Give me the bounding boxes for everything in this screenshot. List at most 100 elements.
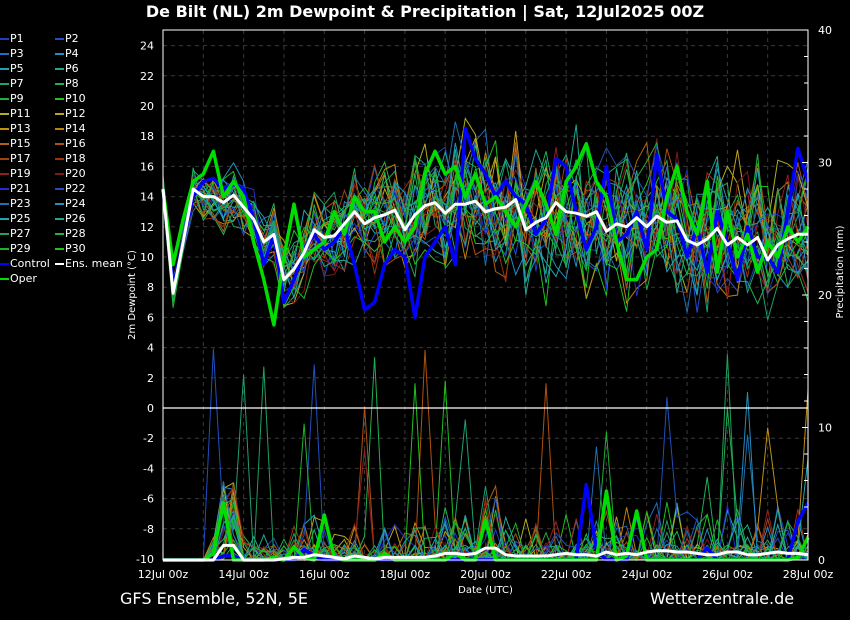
- legend-swatch: [0, 278, 9, 280]
- x-tick-label: 12Jul 00z: [138, 568, 189, 581]
- legend-label: P28: [65, 227, 86, 240]
- y-tick-label: 4: [147, 342, 154, 355]
- legend-swatch: [55, 263, 64, 265]
- legend-label: P19: [10, 167, 31, 180]
- legend-label: P24: [65, 197, 86, 210]
- x-tick-label: 22Jul 00z: [541, 568, 592, 581]
- legend-label: P8: [65, 77, 79, 90]
- legend-label: P17: [10, 152, 31, 165]
- legend-label: P9: [10, 92, 24, 105]
- legend-item: P5: [0, 62, 24, 76]
- x-tick-label: 14Jul 00z: [218, 568, 269, 581]
- y-tick-label: 22: [140, 70, 154, 83]
- x-tick-label: 20Jul 00z: [460, 568, 511, 581]
- legend-item: P9: [0, 92, 24, 106]
- legend-swatch: [0, 263, 9, 265]
- legend-swatch: [55, 173, 64, 175]
- member-dewpoint-line: [162, 121, 809, 313]
- legend-swatch: [0, 188, 9, 190]
- x-tick-label: 26Jul 00z: [702, 568, 753, 581]
- x-tick-label: 16Jul 00z: [299, 568, 350, 581]
- legend-swatch: [55, 98, 64, 100]
- legend-label: P7: [10, 77, 24, 90]
- y-tick-label: -2: [143, 432, 154, 445]
- legend-label: P27: [10, 227, 31, 240]
- y-tick-label: 14: [140, 191, 154, 204]
- legend-label: P5: [10, 62, 24, 75]
- footer-brand: Wetterzentrale.de: [650, 589, 795, 608]
- y-tick-label: 16: [140, 160, 154, 173]
- legend-label: P13: [10, 122, 31, 135]
- y-tick-label: -8: [143, 523, 154, 536]
- legend-swatch: [0, 218, 9, 220]
- legend-swatch: [55, 218, 64, 220]
- y2-tick-label: 10: [818, 422, 832, 435]
- y2-tick-label: 30: [818, 157, 832, 170]
- legend-item: P10: [55, 92, 86, 106]
- member-dewpoint-line: [162, 151, 809, 290]
- y-tick-label: -6: [143, 493, 154, 506]
- member-precip-line: [163, 348, 809, 561]
- legend-label: Oper: [10, 272, 37, 285]
- legend-item: P23: [0, 197, 31, 211]
- y2-tick-label: 40: [818, 24, 832, 37]
- y-tick-label: 2: [147, 372, 154, 385]
- y-tick-label: 0: [147, 402, 154, 415]
- legend-label: P25: [10, 212, 31, 225]
- legend-item: P17: [0, 152, 31, 166]
- y-tick-label: 18: [140, 130, 154, 143]
- legend-swatch: [55, 53, 64, 55]
- legend-swatch: [55, 158, 64, 160]
- legend-item: Control: [0, 257, 50, 271]
- legend-swatch: [55, 83, 64, 85]
- y-tick-label: 8: [147, 281, 154, 294]
- y-tick-label: 12: [140, 221, 154, 234]
- ens-mean-dewpoint-line: [161, 187, 808, 295]
- legend-item: P4: [55, 47, 79, 61]
- legend-label: P23: [10, 197, 31, 210]
- legend-item: P11: [0, 107, 31, 121]
- legend-item: P16: [55, 137, 86, 151]
- legend-label: P20: [65, 167, 86, 180]
- legend-swatch: [0, 233, 9, 235]
- x-tick-label: 28Jul 00z: [783, 568, 834, 581]
- legend-swatch: [0, 98, 9, 100]
- x-axis-label: Date (UTC): [458, 585, 513, 596]
- y-axis-label: 2m Dewpoint (°C): [127, 250, 138, 340]
- legend-label: P11: [10, 107, 31, 120]
- footer-source: GFS Ensemble, 52N, 5E: [120, 589, 308, 608]
- legend-label: P21: [10, 182, 31, 195]
- legend-swatch: [0, 143, 9, 145]
- legend-item: P19: [0, 167, 31, 181]
- legend-item: Ens. mean: [55, 257, 123, 271]
- legend-swatch: [0, 83, 9, 85]
- legend-label: P3: [10, 47, 24, 60]
- member-dewpoint-line: [162, 147, 809, 289]
- legend-item: P20: [55, 167, 86, 181]
- legend-item: P30: [55, 242, 86, 256]
- legend-label: P16: [65, 137, 86, 150]
- legend-swatch: [55, 128, 64, 130]
- legend-label: P14: [65, 122, 86, 135]
- legend-swatch: [55, 233, 64, 235]
- x-tick-label: 18Jul 00z: [380, 568, 431, 581]
- legend-item: P1: [0, 32, 24, 46]
- legend-label: P26: [65, 212, 86, 225]
- legend-item: P8: [55, 77, 79, 91]
- legend-label: P10: [65, 92, 86, 105]
- legend-item: P28: [55, 227, 86, 241]
- legend-item: P25: [0, 212, 31, 226]
- legend-swatch: [55, 143, 64, 145]
- y-tick-label: 24: [140, 40, 154, 53]
- y-tick-label: -4: [143, 462, 154, 475]
- y-tick-label: 6: [147, 311, 154, 324]
- y2-axis-label: Precipitation (mm): [835, 225, 846, 318]
- legend-item: Oper: [0, 272, 37, 286]
- member-precip-line: [163, 383, 808, 562]
- legend-label: P22: [65, 182, 86, 195]
- legend-item: P14: [55, 122, 86, 136]
- legend-label: P30: [65, 242, 86, 255]
- legend-label: P4: [65, 47, 79, 60]
- legend-swatch: [55, 248, 64, 250]
- legend-label: P12: [65, 107, 86, 120]
